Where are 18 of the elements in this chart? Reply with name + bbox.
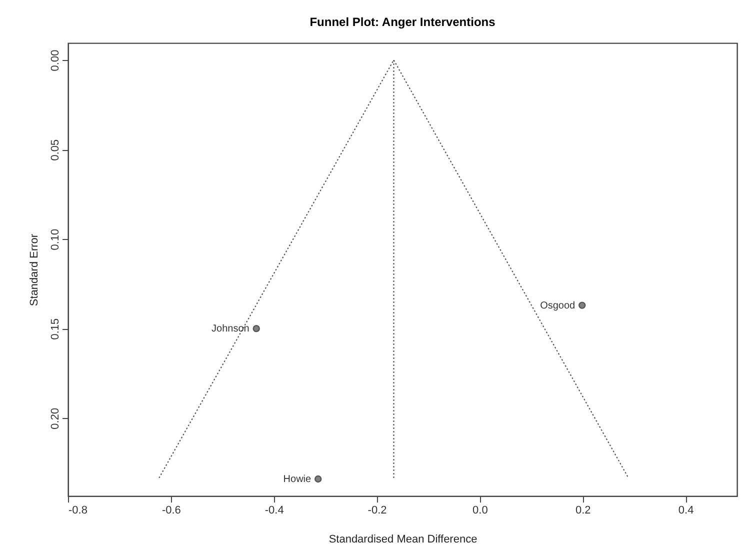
x-tick-label: 0.4 [678, 504, 694, 516]
x-axis-title: Standardised Mean Difference [328, 534, 478, 546]
y-axis-title: Standard Error [28, 234, 40, 306]
y-tick-label: 0.15 [50, 318, 62, 340]
y-tick-label: 0.05 [50, 139, 62, 161]
annotation: Howie [283, 474, 312, 485]
chart-title: Funnel Plot: Anger Interventions [310, 15, 496, 29]
y-tick-label: 0.10 [50, 228, 62, 250]
x-tick-label: -0.8 [68, 504, 88, 516]
y-tick-label: 0.00 [50, 50, 62, 72]
annotation: Johnson [212, 324, 250, 335]
x-tick-label: 0.0 [472, 504, 488, 516]
x-tick-label: -0.4 [264, 504, 284, 516]
x-tick-label: -0.2 [368, 504, 387, 516]
x-tick-label: 0.2 [575, 504, 591, 516]
y-tick-label: 0.20 [50, 408, 62, 430]
annotation: Osgood [540, 300, 576, 312]
x-tick-label: -0.6 [162, 504, 181, 516]
